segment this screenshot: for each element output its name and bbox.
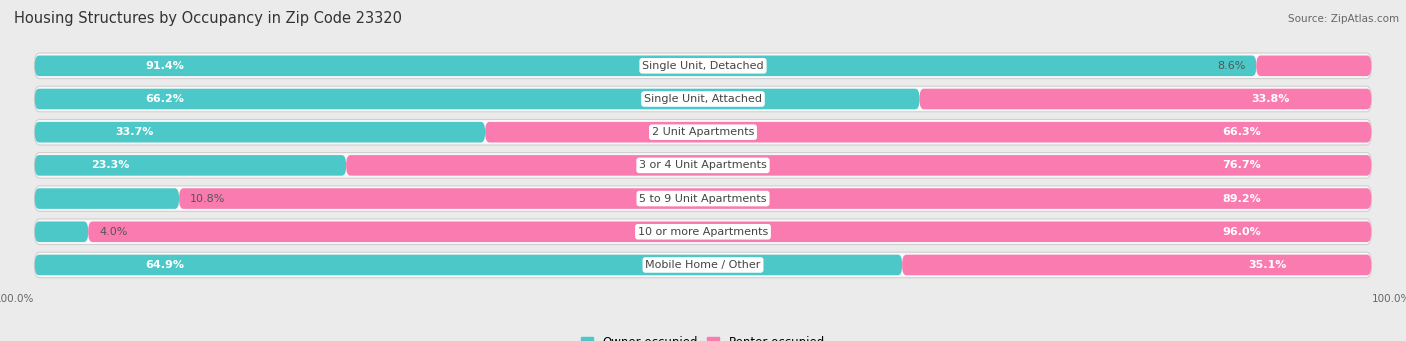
FancyBboxPatch shape <box>35 155 346 176</box>
FancyBboxPatch shape <box>35 56 1257 76</box>
Text: Single Unit, Detached: Single Unit, Detached <box>643 61 763 71</box>
FancyBboxPatch shape <box>35 122 485 143</box>
Text: 91.4%: 91.4% <box>145 61 184 71</box>
FancyBboxPatch shape <box>35 255 903 275</box>
Text: 23.3%: 23.3% <box>91 160 129 170</box>
Text: Source: ZipAtlas.com: Source: ZipAtlas.com <box>1288 14 1399 24</box>
Text: 76.7%: 76.7% <box>1222 160 1261 170</box>
Text: 10 or more Apartments: 10 or more Apartments <box>638 227 768 237</box>
FancyBboxPatch shape <box>35 86 1371 112</box>
Text: 10.8%: 10.8% <box>190 194 225 204</box>
Text: 33.8%: 33.8% <box>1251 94 1289 104</box>
Text: 35.1%: 35.1% <box>1249 260 1286 270</box>
FancyBboxPatch shape <box>485 122 1371 143</box>
Text: Single Unit, Attached: Single Unit, Attached <box>644 94 762 104</box>
Text: 5 to 9 Unit Apartments: 5 to 9 Unit Apartments <box>640 194 766 204</box>
Text: 4.0%: 4.0% <box>100 227 128 237</box>
FancyBboxPatch shape <box>35 186 1371 211</box>
FancyBboxPatch shape <box>920 89 1371 109</box>
Text: Housing Structures by Occupancy in Zip Code 23320: Housing Structures by Occupancy in Zip C… <box>14 11 402 26</box>
FancyBboxPatch shape <box>903 255 1371 275</box>
Legend: Owner-occupied, Renter-occupied: Owner-occupied, Renter-occupied <box>576 331 830 341</box>
Text: 66.2%: 66.2% <box>145 94 184 104</box>
Text: 64.9%: 64.9% <box>145 260 184 270</box>
Text: 2 Unit Apartments: 2 Unit Apartments <box>652 127 754 137</box>
Text: 33.7%: 33.7% <box>115 127 155 137</box>
FancyBboxPatch shape <box>35 119 1371 145</box>
FancyBboxPatch shape <box>35 188 179 209</box>
FancyBboxPatch shape <box>35 53 1371 78</box>
Text: 3 or 4 Unit Apartments: 3 or 4 Unit Apartments <box>640 160 766 170</box>
Text: 66.3%: 66.3% <box>1222 127 1261 137</box>
Text: 96.0%: 96.0% <box>1222 227 1261 237</box>
FancyBboxPatch shape <box>89 221 1371 242</box>
FancyBboxPatch shape <box>35 153 1371 178</box>
Text: 8.6%: 8.6% <box>1218 61 1246 71</box>
FancyBboxPatch shape <box>35 221 89 242</box>
FancyBboxPatch shape <box>1257 56 1371 76</box>
FancyBboxPatch shape <box>35 252 1371 278</box>
Text: 89.2%: 89.2% <box>1222 194 1261 204</box>
FancyBboxPatch shape <box>35 89 920 109</box>
FancyBboxPatch shape <box>346 155 1371 176</box>
Text: Mobile Home / Other: Mobile Home / Other <box>645 260 761 270</box>
FancyBboxPatch shape <box>179 188 1371 209</box>
FancyBboxPatch shape <box>35 219 1371 244</box>
